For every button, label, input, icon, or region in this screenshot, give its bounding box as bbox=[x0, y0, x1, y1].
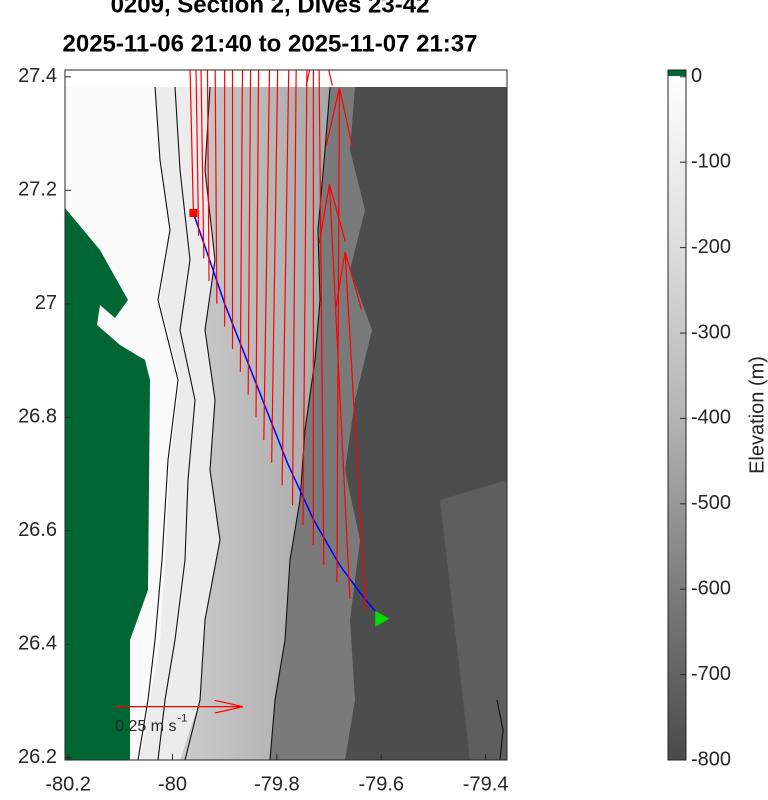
colorbar-tick-label: -600 bbox=[691, 577, 731, 599]
current-arrow bbox=[334, 251, 367, 611]
x-tick-label: -79.6 bbox=[358, 773, 404, 795]
colorbar-label: Elevation (m) bbox=[746, 356, 768, 474]
current-arrow bbox=[263, 70, 271, 440]
current-arrow bbox=[291, 70, 297, 506]
start-marker bbox=[189, 208, 198, 217]
x-tick-label: -79.4 bbox=[463, 773, 509, 795]
arrow-shape bbox=[271, 70, 279, 463]
current-arrow bbox=[312, 70, 314, 545]
land bbox=[65, 208, 150, 760]
chart-subtitle: 2025-11-06 21:40 to 2025-11-07 21:37 bbox=[63, 30, 478, 57]
colorbar-tick-label: -700 bbox=[691, 663, 731, 685]
x-tick-label: -80 bbox=[158, 773, 187, 795]
arrow-shape bbox=[195, 70, 200, 236]
colorbar-tick-label: -200 bbox=[691, 236, 731, 258]
current-arrow bbox=[231, 70, 234, 350]
current-arrow bbox=[305, 70, 333, 565]
arrow-shape bbox=[189, 70, 194, 214]
arrow-shape bbox=[325, 87, 353, 582]
current-arrow bbox=[318, 183, 351, 599]
arrow-shape bbox=[239, 70, 244, 372]
arrow-shape bbox=[224, 70, 226, 327]
arrow-shape bbox=[291, 70, 297, 506]
current-arrow bbox=[195, 70, 200, 236]
current-arrow bbox=[214, 70, 218, 304]
x-tick-label: -80.2 bbox=[45, 773, 91, 795]
chart-title: 0209, Section 2, Dives 23-42 bbox=[111, 0, 430, 18]
current-arrow bbox=[255, 70, 260, 418]
arrow-shape bbox=[302, 70, 308, 526]
current-arrow bbox=[189, 70, 194, 214]
colorbar-land bbox=[668, 70, 686, 76]
colorbar-frame bbox=[667, 69, 687, 761]
y-tick-label: 27.2 bbox=[18, 179, 57, 201]
plot-layer: 0.25 m s -1 bbox=[115, 70, 390, 735]
scale-label: 0.25 m s bbox=[115, 718, 176, 735]
colorbar-tick-label: -300 bbox=[691, 321, 731, 343]
arrow-shape bbox=[318, 183, 351, 599]
colorbar-tick-label: -400 bbox=[691, 407, 731, 429]
arrow-shape bbox=[115, 699, 244, 714]
arrow-shape bbox=[247, 70, 252, 395]
y-tick-label: 27.4 bbox=[18, 65, 57, 87]
current-arrow bbox=[206, 70, 210, 282]
scale-label-exponent: -1 bbox=[177, 713, 187, 725]
current-arrow bbox=[302, 70, 308, 526]
y-tick-label: 26.4 bbox=[18, 633, 57, 655]
y-tick-label: 26.2 bbox=[18, 746, 57, 768]
arrow-shape bbox=[200, 70, 205, 259]
current-arrow bbox=[200, 70, 205, 259]
arrow-shape bbox=[255, 70, 260, 418]
y-tick-label: 26.6 bbox=[18, 519, 57, 541]
current-arrow bbox=[247, 70, 252, 395]
glider-track bbox=[192, 212, 382, 620]
current-arrow bbox=[224, 70, 226, 327]
current-arrow bbox=[271, 70, 279, 463]
scale-arrow bbox=[115, 699, 244, 714]
colorbar-tick-label: -100 bbox=[691, 151, 731, 173]
colorbar bbox=[668, 70, 686, 760]
colorbar-tick-label: 0 bbox=[691, 65, 702, 87]
x-tick-label: -79.8 bbox=[254, 773, 300, 795]
y-tick-label: 27 bbox=[35, 292, 57, 314]
arrow-shape bbox=[263, 70, 271, 440]
axes-frame bbox=[64, 69, 508, 761]
y-tick-label: 26.8 bbox=[18, 406, 57, 428]
current-arrow bbox=[281, 70, 290, 486]
bathymetry bbox=[65, 70, 507, 760]
current-arrow bbox=[239, 70, 244, 372]
arrow-shape bbox=[231, 70, 234, 350]
arrow-shape bbox=[305, 70, 333, 565]
current-arrow bbox=[325, 87, 353, 582]
arrow-shape bbox=[206, 70, 210, 282]
arrow-shape bbox=[281, 70, 290, 486]
end-marker bbox=[375, 610, 390, 627]
colorbar-tick-label: -500 bbox=[691, 492, 731, 514]
colorbar-tick-label: -800 bbox=[691, 748, 731, 770]
arrow-shape bbox=[312, 70, 314, 545]
arrow-shape bbox=[334, 251, 367, 611]
arrow-shape bbox=[214, 70, 218, 304]
